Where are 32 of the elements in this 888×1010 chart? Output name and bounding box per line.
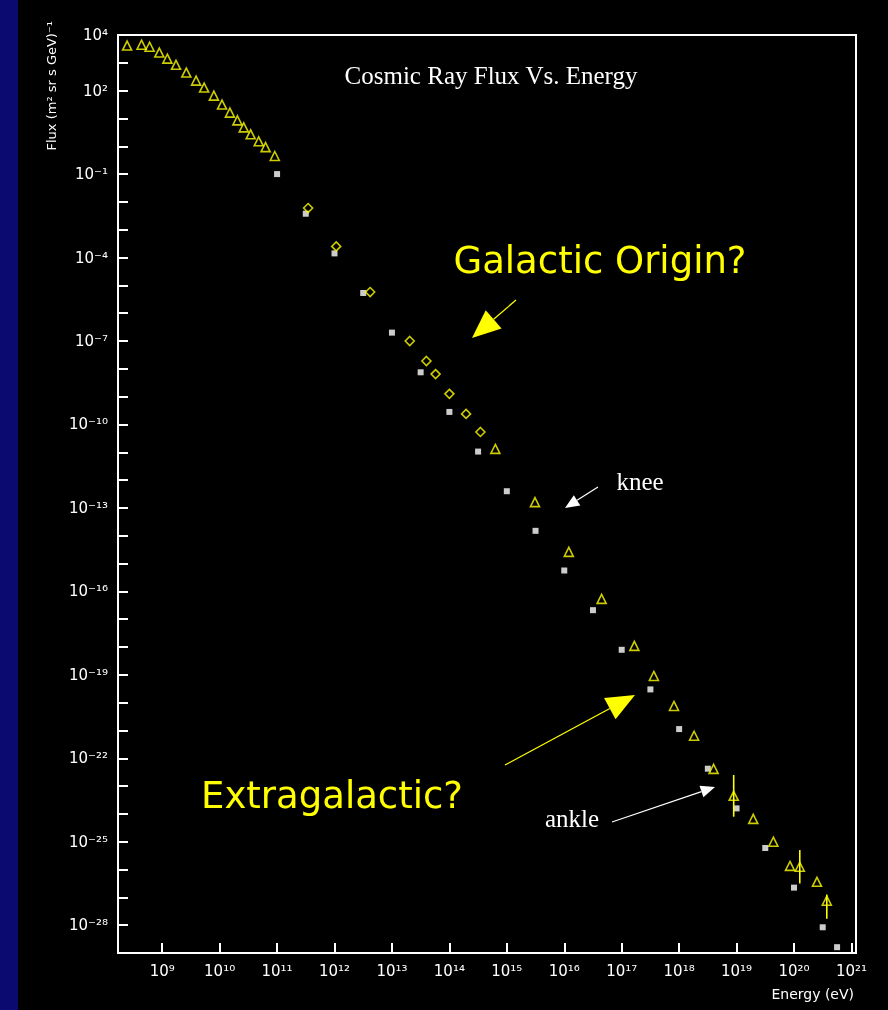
annotation: Extragalactic? bbox=[201, 773, 463, 817]
y-tick-label: 10⁻¹³ bbox=[68, 498, 108, 517]
y-tick-label: 10² bbox=[82, 81, 108, 100]
y-tick-label: 10⁻²² bbox=[68, 749, 108, 768]
x-tick-label: 10²¹ bbox=[835, 961, 868, 980]
y-tick-label: 10⁻⁴ bbox=[74, 248, 108, 267]
x-tick-label: 10¹⁷ bbox=[606, 961, 638, 980]
annotation: Galactic Origin? bbox=[453, 238, 747, 282]
annotation: knee bbox=[616, 467, 664, 495]
x-tick-label: 10¹⁰ bbox=[204, 961, 236, 980]
x-tick-label: 10¹⁴ bbox=[433, 961, 465, 980]
x-tick-label: 10¹¹ bbox=[261, 961, 293, 980]
y-tick-label: 10⁻¹ bbox=[74, 165, 108, 184]
y-tick-label: 10⁻¹⁰ bbox=[68, 415, 108, 434]
text: Cosmic Ray Flux Vs. Energy bbox=[344, 62, 638, 89]
y-tick-label: 10⁴ bbox=[82, 26, 108, 44]
y-tick-label: 10⁻²⁸ bbox=[68, 916, 108, 935]
x-tick-label: 10¹⁸ bbox=[663, 961, 695, 980]
x-tick-label: 10¹² bbox=[318, 961, 351, 980]
x-tick-label: 10⁹ bbox=[149, 961, 175, 980]
y-axis-title: Flux (m² sr s GeV)⁻¹ bbox=[44, 21, 59, 151]
x-tick-label: 10²⁰ bbox=[778, 961, 810, 980]
y-tick-label: 10⁻¹⁶ bbox=[68, 582, 108, 601]
x-axis-title: Energy (eV) bbox=[771, 986, 854, 1002]
x-tick-label: 10¹³ bbox=[376, 961, 408, 980]
x-tick-label: 10¹⁶ bbox=[548, 961, 580, 980]
y-tick-label: 10⁻¹⁹ bbox=[68, 665, 108, 684]
annotation: ankle bbox=[544, 804, 600, 832]
y-tick-label: 10⁻²⁵ bbox=[68, 832, 108, 851]
y-tick-label: 10⁻⁷ bbox=[74, 332, 108, 350]
x-tick-label: 10¹⁹ bbox=[721, 961, 753, 980]
x-tick-label: 10¹⁵ bbox=[491, 961, 523, 980]
